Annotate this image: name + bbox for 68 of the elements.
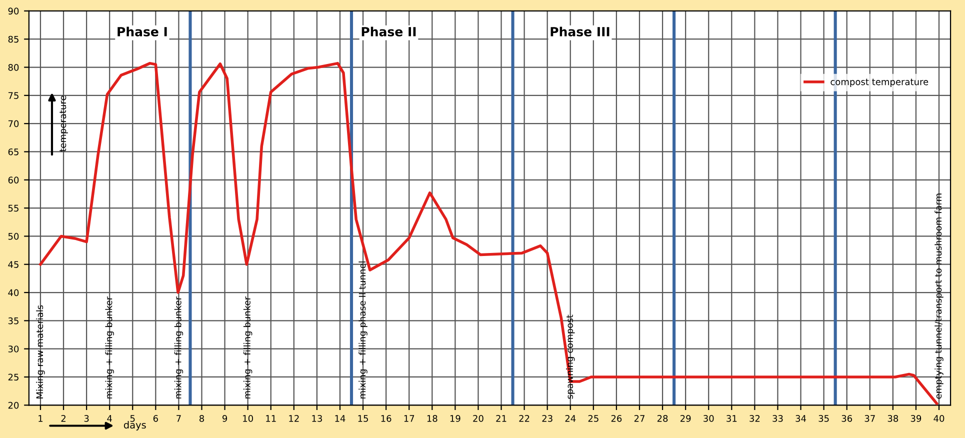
y-axis-title: temperature [60, 96, 68, 152]
x-tick-label: 7 [176, 415, 181, 422]
y-tick-label: 60 [8, 176, 19, 184]
x-tick-label: 2 [61, 415, 66, 422]
x-tick-label: 17 [404, 415, 414, 422]
x-tick-label: 18 [427, 415, 438, 422]
y-tick-label: 45 [8, 261, 18, 268]
x-tick-label: 20 [473, 415, 484, 422]
annotation: mixing + filling bunker [243, 296, 252, 398]
y-tick-label: 85 [8, 36, 18, 43]
x-tick-label: 13 [312, 415, 322, 422]
annotation: Phase II [362, 26, 416, 36]
x-tick-label: 38 [888, 415, 898, 422]
x-tick-label: 6 [153, 415, 158, 422]
x-tick-label: 16 [381, 415, 392, 422]
x-tick-label: 12 [289, 415, 299, 422]
x-tick-label: 22 [519, 415, 530, 422]
y-tick-label: 75 [8, 92, 18, 99]
y-tick-label: 40 [8, 289, 19, 296]
y-tick-label: 30 [8, 346, 19, 352]
x-tick-label: 24 [565, 415, 576, 422]
x-tick-label: 15 [358, 415, 368, 422]
y-tick-label: 70 [8, 120, 19, 128]
x-tick-label: 35 [818, 415, 829, 422]
y-tick-label: 55 [8, 204, 18, 212]
annotation: Phase I [118, 26, 167, 36]
annotation: spawning compost [566, 314, 575, 399]
y-tick-label: 35 [8, 317, 18, 324]
x-tick-label: 26 [611, 415, 622, 422]
x-tick-label: 40 [934, 415, 944, 422]
x-tick-label: 32 [750, 415, 760, 422]
x-tick-label: 23 [542, 415, 552, 422]
x-tick-label: 5 [130, 415, 135, 422]
x-tick-label: 39 [910, 415, 922, 422]
y-tick-label: 90 [8, 8, 19, 15]
y-tick-label: 65 [8, 148, 18, 156]
y-tick-label: 25 [8, 374, 18, 381]
x-tick-label: 37 [864, 415, 875, 422]
x-tick-label: 4 [107, 415, 112, 422]
annotation: mixing + filling bunker [174, 296, 184, 398]
legend-label: compost temperature [830, 78, 928, 87]
x-tick-label: 27 [634, 415, 644, 422]
x-tick-label: 9 [222, 415, 228, 422]
x-axis-title: days [124, 421, 146, 430]
x-tick-label: 36 [842, 415, 852, 422]
x-tick-label: 14 [335, 415, 346, 422]
x-tick-label: 30 [704, 415, 714, 422]
annotation: mixing + filling phase II tunnel [358, 262, 368, 398]
y-tick-label: 50 [8, 232, 19, 240]
x-tick-label: 8 [199, 415, 204, 422]
x-tick-label: 31 [726, 415, 737, 422]
annotation: Mixing raw materials [36, 305, 45, 398]
x-tick-label: 19 [450, 415, 460, 422]
x-tick-label: 10 [243, 415, 253, 422]
x-tick-label: 29 [680, 415, 691, 422]
x-tick-label: 3 [84, 415, 89, 422]
y-tick-label: 20 [8, 402, 19, 409]
x-tick-label: 11 [266, 415, 276, 422]
x-tick-label: 21 [496, 415, 506, 422]
annotation: Phase III [550, 26, 610, 36]
y-tick-label: 80 [8, 64, 19, 71]
x-tick-label: 28 [657, 415, 668, 422]
x-tick-label: 34 [796, 415, 806, 422]
annotation: mixing + filling bunker [105, 296, 114, 398]
annotation: emptying tunnel/transport to mushroom farm [934, 194, 944, 399]
x-tick-label: 33 [772, 415, 783, 422]
x-tick-label: 25 [588, 415, 598, 422]
x-tick-label: 1 [38, 415, 43, 422]
